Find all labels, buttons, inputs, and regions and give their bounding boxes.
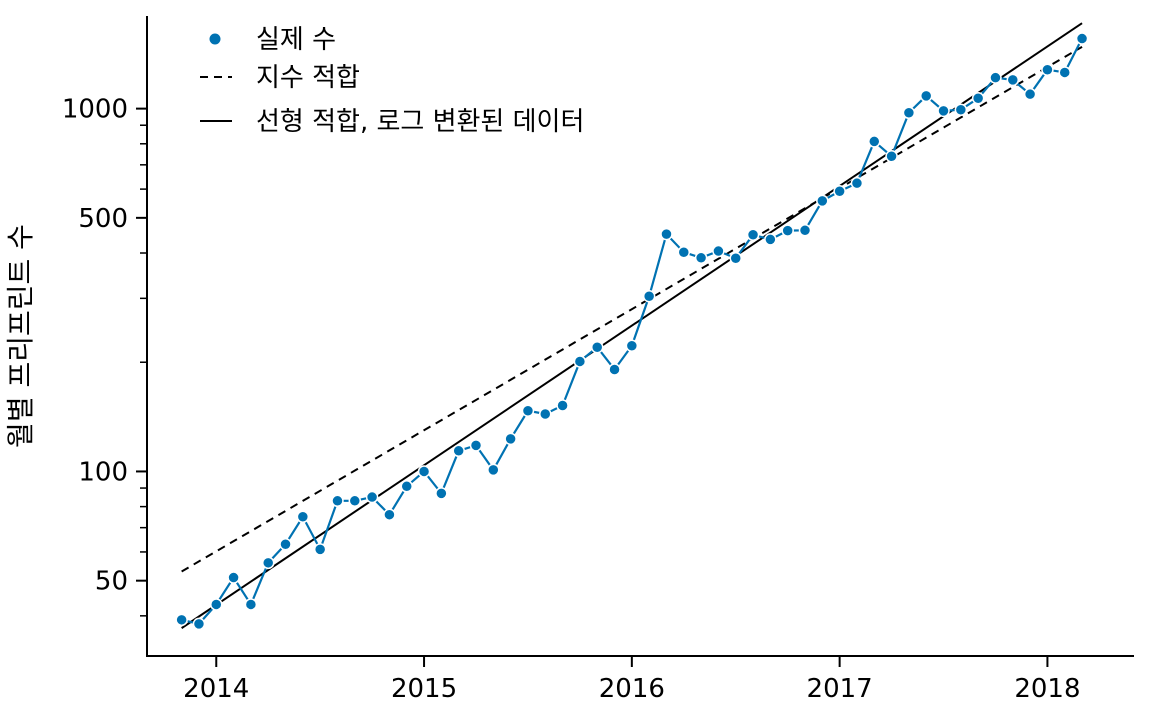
y-tick-label-1000: 1000 [62,95,128,125]
data-point-2015-06 [504,432,517,446]
x-tick-label-2018: 2018 [1014,674,1080,704]
linear-fit-line [181,22,1083,629]
data-point-2017-01 [833,184,846,198]
legend-label-linear-fit: 선형 적합, 로그 변환된 데이터 [256,107,584,137]
y-tick-label-500: 500 [78,204,128,234]
data-point-2014-02 [227,571,240,584]
data-point-2017-05 [902,106,916,120]
x-axis: 2014 2015 2016 2017 2018 [146,655,1134,704]
data-point-2016-12 [816,194,829,208]
y-minor-ticks [140,124,147,617]
legend-label-exponential-fit: 지수 적합 [256,63,360,93]
data-point-2014-10 [365,490,379,504]
y-tick-label-50: 50 [95,567,128,597]
data-point-2017-03 [868,135,881,148]
data-point-2014-09 [348,494,362,508]
data-point-2016-01 [625,339,639,353]
exponential-fit-line [181,45,1083,573]
data-point-2018-01 [1041,63,1054,76]
data-point-2016-08 [746,228,760,242]
plot-area [175,22,1089,631]
data-point-2014-04 [261,556,275,570]
data-point-2014-06 [296,510,310,524]
data-point-2016-05 [694,251,708,265]
data-point-2016-06 [712,244,725,258]
data-point-2016-02 [642,289,656,303]
data-point-2015-09 [556,399,569,412]
legend-marker-actual [209,33,221,45]
data-point-2016-09 [764,233,777,246]
data-point-2017-09 [971,92,985,105]
data-point-2016-03 [660,227,673,241]
x-tick-label-2017: 2017 [807,674,873,704]
x-ticks: 2014 2015 2016 2017 2018 [183,656,1081,704]
data-point-2016-07 [729,251,742,265]
data-point-2014-11 [383,508,396,521]
data-point-2015-10 [573,355,587,368]
data-point-2016-11 [798,224,812,237]
fit-lines [181,22,1083,629]
data-point-2014-07 [313,543,327,556]
data-point-2015-03 [452,444,465,458]
y-axis: 50 100 500 1000 월별 프리프린트 수 [4,16,148,656]
data-point-2013-12 [192,617,206,631]
legend-label-actual: 실제 수 [256,25,336,55]
data-point-2017-11 [1006,73,1020,87]
data-point-2014-05 [279,538,292,551]
y-major-ticks: 50 100 500 1000 [62,95,147,597]
data-point-2013-11 [175,613,188,627]
data-point-2014-03 [244,598,258,611]
x-tick-label-2016: 2016 [599,674,665,704]
data-point-2015-12 [608,363,621,376]
data-point-2015-11 [590,340,604,354]
data-point-2014-12 [400,480,413,493]
data-point-2015-08 [539,407,552,421]
data-point-2016-10 [781,224,794,237]
x-tick-label-2014: 2014 [183,674,249,704]
y-axis-label: 월별 프리프린트 수 [4,224,37,448]
data-point-2017-12 [1023,87,1037,101]
data-point-2017-10 [989,71,1002,84]
legend: 실제 수 지수 적합 선형 적합, 로그 변환된 데이터 [200,25,584,137]
data-point-2017-06 [919,89,933,103]
data-point-2016-04 [677,245,691,259]
x-tick-label-2015: 2015 [391,674,457,704]
data-point-2017-02 [850,176,864,190]
data-point-2017-04 [885,150,898,163]
data-point-2015-02 [435,487,448,500]
data-point-2015-05 [487,463,500,477]
data-point-2017-07 [937,104,950,118]
data-point-2015-04 [469,439,483,452]
data-point-2014-08 [331,494,344,508]
data-point-2014-01 [210,598,223,611]
data-point-2015-07 [521,404,535,417]
data-point-2018-02 [1058,66,1071,79]
actual-series-points [175,32,1089,631]
data-point-2017-08 [954,103,968,116]
data-point-2018-03 [1075,32,1089,45]
data-point-2015-01 [417,465,431,478]
y-tick-label-100: 100 [78,457,128,487]
